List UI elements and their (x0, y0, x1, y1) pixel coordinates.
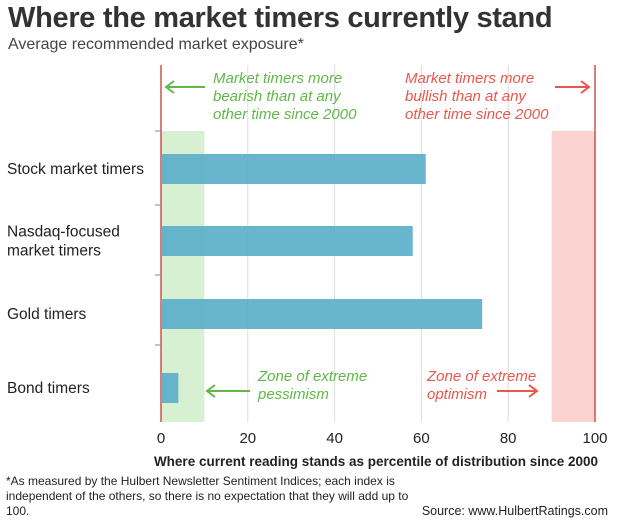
bearish-annotation: Market timers more bearish than at any oth… (213, 70, 357, 123)
bullish-annotation: Market timers more bullish than at any oth… (405, 70, 549, 123)
pessimism-zone-label: Zone of extreme pessimism (257, 368, 367, 403)
x-tick-label: 0 (157, 430, 165, 447)
optimism-zone (551, 131, 595, 422)
category-label: Stock market timers (7, 161, 144, 178)
left-arrow-icon (205, 384, 250, 398)
category-label: Bond timers (7, 380, 90, 397)
x-tick-label: 40 (326, 430, 343, 447)
chart-title: Where the market timers currently stand (8, 2, 553, 34)
footnote: *As measured by the Hulbert Newsletter S… (6, 474, 409, 518)
x-tick-label: 60 (413, 430, 430, 447)
optimism-zone-label: Zone of extreme optimism (426, 368, 536, 403)
x-tick-label: 20 (239, 430, 256, 447)
bar (161, 299, 483, 329)
right-arrow-icon (555, 80, 591, 94)
x-axis-label: Where current reading stands as percenti… (154, 454, 598, 469)
x-tick-label: 80 (500, 430, 517, 447)
bar-chart: Stock market timers Nasdaq-focused market … (7, 65, 608, 469)
left-arrow-icon (164, 80, 205, 94)
x-tick-label: 100 (582, 430, 607, 447)
source-credit: Source: www.HulbertRatings.com (421, 504, 608, 518)
category-label: Gold timers (7, 306, 86, 323)
bar (161, 154, 426, 184)
bar (161, 226, 413, 256)
category-label: Nasdaq-focused market timers (7, 224, 120, 260)
chart-subtitle: Average recommended market exposure* (8, 36, 304, 53)
bar (161, 373, 179, 403)
right-arrow-icon (497, 384, 539, 398)
